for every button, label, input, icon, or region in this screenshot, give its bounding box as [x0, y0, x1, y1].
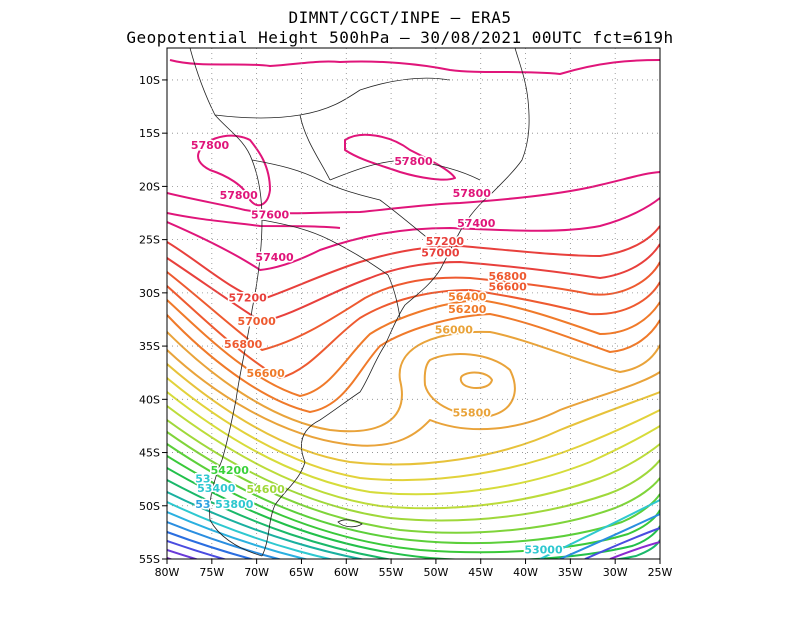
south-america-west-coast: [189, 48, 263, 557]
lon-tick-label: 75W: [199, 566, 224, 579]
contour-label: 57400: [255, 251, 294, 264]
contour-label: 57000: [237, 315, 276, 328]
lat-tick-label: 45S: [139, 447, 160, 460]
contour-label: 56200: [448, 303, 487, 316]
lon-tick-label: 50W: [423, 566, 448, 579]
contour-55800-inner: [459, 371, 493, 389]
contour-57800-closed-brazil: [344, 133, 456, 181]
south-america-east-coast: [261, 48, 530, 557]
contour-label: 53: [195, 472, 210, 485]
lat-tick-label: 55S: [139, 553, 160, 566]
lon-tick-label: 65W: [289, 566, 314, 579]
contour-label: 56600: [488, 281, 527, 294]
contour-label: 57400: [457, 217, 496, 230]
contour-label: 53000: [524, 544, 563, 557]
contour-55800-outer: [167, 349, 660, 447]
lon-tick-label: 80W: [155, 566, 180, 579]
border-2: [251, 159, 381, 201]
contour-label: 57800: [453, 187, 492, 200]
contour-labels: 57800 57800 57800 57800 57600 57400 57400 57200…: [189, 138, 564, 559]
lon-tick-label: 60W: [334, 566, 359, 579]
lat-tick-label: 20S: [139, 180, 160, 193]
contour-label: 57800: [191, 139, 230, 152]
lat-tick-label: 30S: [139, 287, 160, 300]
contour-label: 54200: [211, 464, 250, 477]
contour-57800-north: [169, 59, 660, 75]
lon-tick-label: 70W: [244, 566, 269, 579]
lat-tick-label: 50S: [139, 500, 160, 513]
border-5: [379, 199, 431, 241]
contour-55800-closed: [423, 353, 516, 418]
lon-tick-label: 40W: [513, 566, 538, 579]
contour-label: 57200: [229, 291, 268, 304]
map-title-line1: DIMNT/CGCT/INPE – ERA5: [288, 8, 512, 27]
border-4: [299, 114, 331, 181]
border-7: [359, 77, 451, 91]
contour-56000: [167, 330, 660, 433]
axis-ticks: 80W 75W 70W 65W 60W 55W 50W 45W 40W 35W 30W 25W 10S 1…: [139, 74, 673, 579]
contour-56200: [167, 313, 660, 413]
contour-57800-closed-andes: [197, 134, 271, 207]
contour-label: 53400: [197, 482, 236, 495]
contour-label: 56000: [435, 323, 474, 336]
lat-tick-label: 10S: [139, 74, 160, 87]
lat-tick-label: 25S: [139, 234, 160, 247]
falklands: [337, 519, 363, 528]
border-3: [261, 219, 389, 276]
contour-56600: [167, 281, 660, 379]
contour-57600: [167, 212, 341, 229]
contour-57400: [167, 197, 660, 271]
contour-56400: [167, 299, 660, 397]
lon-tick-label: 45W: [468, 566, 493, 579]
contour-label: 55800: [453, 406, 492, 419]
contour-label: 56400: [448, 290, 487, 303]
border-6: [387, 274, 401, 319]
contour-56800: [167, 261, 660, 351]
map-title-line2: Geopotential Height 500hPa – 30/08/2021 …: [126, 28, 674, 47]
grid-lines: [167, 48, 660, 559]
lat-tick-label: 35S: [139, 340, 160, 353]
contour-57200: [167, 225, 660, 301]
contour-57800-main: [167, 171, 660, 215]
contour-label: 56600: [246, 367, 285, 380]
contour-label: 57000: [421, 247, 460, 260]
contour-lines: [167, 59, 660, 559]
contour-label: 53800: [215, 498, 254, 511]
map-frame: [166, 47, 661, 560]
contour-57000: [167, 243, 660, 323]
contour-label: 57800: [394, 155, 433, 168]
lat-tick-label: 40S: [139, 393, 160, 406]
contour-label: 56800: [224, 338, 263, 351]
lon-tick-label: 35W: [558, 566, 583, 579]
coastlines: [189, 48, 530, 557]
border-8: [329, 159, 481, 181]
lon-tick-label: 55W: [379, 566, 404, 579]
contour-label: 57800: [220, 189, 259, 202]
contour-label: 54600: [246, 483, 285, 496]
contour-label: 57200: [426, 235, 465, 248]
lon-tick-label: 25W: [648, 566, 673, 579]
contour-label: 56800: [488, 270, 527, 283]
contour-label: 53: [195, 498, 210, 511]
border-1: [214, 89, 361, 119]
lon-tick-label: 30W: [603, 566, 628, 579]
contour-label: 57600: [251, 208, 290, 221]
lat-tick-label: 15S: [139, 127, 160, 140]
